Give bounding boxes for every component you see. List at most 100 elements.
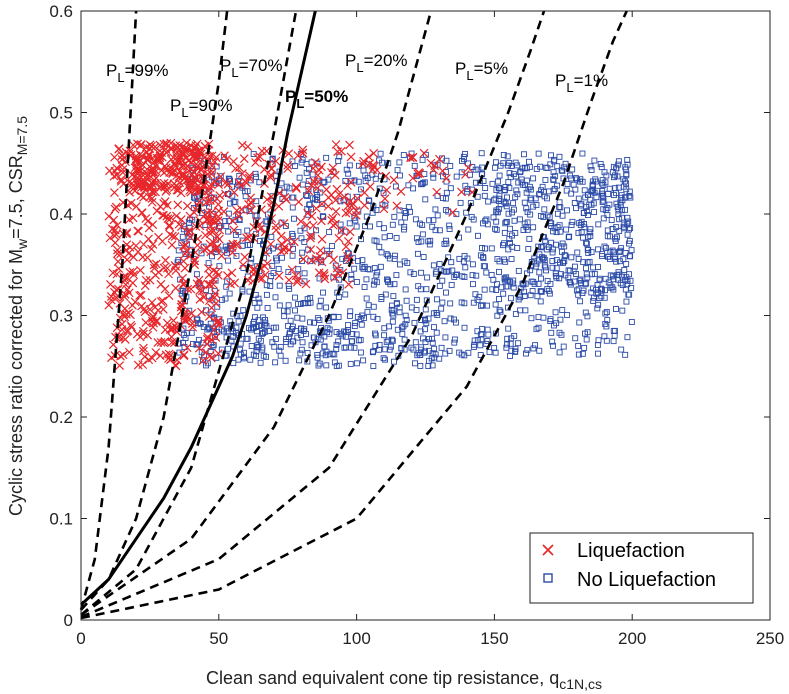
- no-liquefaction-point: [594, 305, 601, 312]
- liquefaction-point: [147, 167, 157, 177]
- no-liquefaction-point: [589, 178, 596, 185]
- no-liquefaction-point: [461, 274, 468, 280]
- liquefaction-point: [129, 270, 139, 280]
- no-liquefaction-point: [344, 327, 351, 334]
- no-liquefaction-point: [400, 226, 407, 233]
- no-liquefaction-point: [453, 173, 460, 180]
- no-liquefaction-point: [469, 261, 476, 268]
- no-liquefaction-point: [432, 227, 439, 234]
- no-liquefaction-point: [253, 352, 259, 359]
- liquefaction-point: [126, 320, 136, 330]
- no-liquefaction-point: [284, 308, 291, 315]
- liquefaction-point: [296, 217, 306, 226]
- no-liquefaction-point: [389, 221, 396, 228]
- liquefaction-point: [132, 164, 142, 174]
- liquefaction-point: [160, 284, 170, 294]
- curve-label-90: PL=90%: [170, 96, 233, 120]
- liquefaction-point: [176, 152, 186, 161]
- no-liquefaction-point: [584, 191, 591, 198]
- liquefaction-point: [303, 208, 313, 218]
- liquefaction-point: [169, 153, 178, 163]
- no-liquefaction-point: [223, 283, 230, 290]
- liquefaction-point: [226, 279, 235, 289]
- liquefaction-point: [382, 185, 392, 195]
- no-liquefaction-point: [504, 162, 511, 169]
- no-liquefaction-point: [556, 153, 563, 160]
- no-liquefaction-point: [343, 333, 349, 340]
- no-liquefaction-point: [546, 214, 553, 221]
- no-liquefaction-point: [503, 344, 510, 351]
- no-liquefaction-point: [179, 233, 186, 240]
- no-liquefaction-point: [272, 335, 279, 342]
- no-liquefaction-point: [355, 337, 362, 344]
- no-liquefaction-point: [335, 157, 342, 164]
- no-liquefaction-point: [182, 335, 189, 342]
- no-liquefaction-point: [569, 218, 576, 225]
- no-liquefaction-point: [207, 348, 214, 355]
- no-liquefaction-point: [602, 206, 609, 213]
- x-axis-title-sub: c1N,cs: [559, 676, 602, 692]
- no-liquefaction-point: [363, 213, 370, 220]
- liquefaction-point: [138, 360, 148, 370]
- no-liquefaction-point: [329, 350, 336, 357]
- no-liquefaction-point: [527, 211, 534, 218]
- liquefaction-point: [289, 237, 299, 247]
- liquefaction-point: [240, 177, 250, 187]
- no-liquefaction-point: [492, 349, 499, 356]
- liquefaction-point: [260, 270, 270, 280]
- liquefaction-point: [287, 265, 297, 275]
- liquefaction-point: [306, 245, 316, 254]
- no-liquefaction-point: [524, 219, 531, 226]
- no-liquefaction-point: [543, 246, 550, 253]
- no-liquefaction-point: [628, 319, 635, 325]
- x-tick-label: 150: [480, 629, 508, 648]
- liquefaction-point: [298, 254, 308, 264]
- liquefaction-point: [115, 299, 125, 308]
- no-liquefaction-point: [535, 324, 542, 331]
- no-liquefaction-point: [295, 301, 301, 308]
- no-liquefaction-point: [563, 187, 570, 194]
- no-liquefaction-point: [415, 283, 422, 290]
- liquefaction-point: [333, 147, 343, 157]
- no-liquefaction-point: [497, 308, 504, 315]
- no-liquefaction-point: [217, 223, 223, 229]
- no-liquefaction-point: [251, 318, 257, 325]
- liquefaction-point: [143, 330, 153, 340]
- no-liquefaction-point: [319, 200, 326, 207]
- scatter-points: [104, 138, 635, 371]
- liquefaction-point: [229, 225, 239, 235]
- no-liquefaction-point: [304, 350, 311, 356]
- no-liquefaction-point: [252, 212, 259, 219]
- no-liquefaction-point: [508, 347, 515, 354]
- no-liquefaction-point: [535, 150, 542, 157]
- liquefaction-point: [262, 195, 272, 205]
- no-liquefaction-point: [438, 305, 445, 312]
- no-liquefaction-point: [623, 186, 630, 193]
- no-liquefaction-point: [621, 178, 628, 185]
- liquefaction-point: [343, 251, 352, 261]
- no-liquefaction-point: [556, 199, 563, 206]
- no-liquefaction-point: [463, 209, 470, 216]
- liquefaction-point: [284, 149, 294, 159]
- liquefaction-point: [150, 142, 160, 152]
- no-liquefaction-point: [503, 274, 510, 281]
- no-liquefaction-point: [624, 214, 631, 221]
- no-liquefaction-point: [610, 338, 617, 345]
- no-liquefaction-point: [544, 286, 551, 293]
- no-liquefaction-point: [424, 274, 431, 281]
- no-liquefaction-point: [564, 207, 570, 214]
- liquefaction-point: [246, 206, 256, 215]
- no-liquefaction-point: [484, 221, 491, 228]
- liquefaction-point: [206, 180, 216, 189]
- no-liquefaction-point: [267, 278, 274, 285]
- liquefaction-point: [331, 195, 341, 205]
- no-liquefaction-point: [447, 185, 454, 192]
- liquefaction-point: [206, 247, 216, 257]
- no-liquefaction-point: [374, 315, 381, 322]
- no-liquefaction-point: [384, 276, 390, 283]
- no-liquefaction-point: [557, 228, 564, 235]
- no-liquefaction-point: [586, 258, 593, 265]
- no-liquefaction-point: [351, 323, 358, 330]
- liquefaction-point: [188, 180, 198, 190]
- no-liquefaction-point: [483, 269, 490, 276]
